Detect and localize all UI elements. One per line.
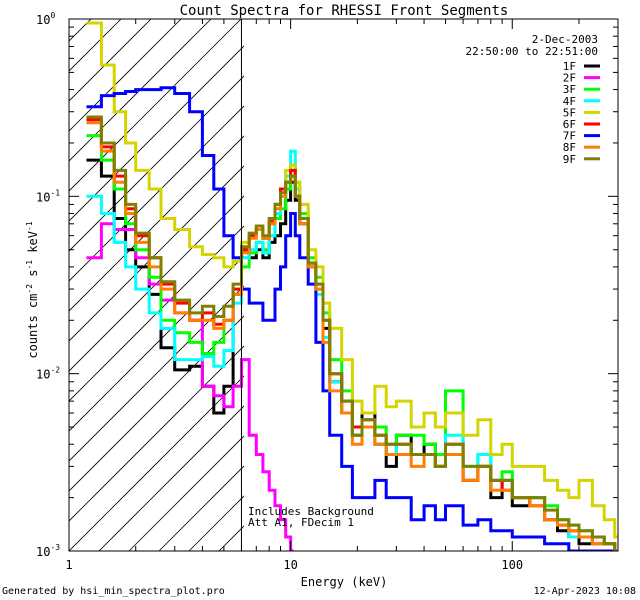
y-tick-label: 10-1 [36,188,60,204]
legend-label-8F: 8F [563,141,576,154]
hatch-line [0,0,99,551]
series-2F-line [86,222,294,551]
hatch-line [98,405,244,551]
legend-date: 2-Dec-2003 [532,33,598,46]
series-layer [86,21,618,551]
chart-title: Count Spectra for RHESSI Front Segments [180,3,509,19]
hatch-line [128,435,244,551]
footer-timestamp: 12-Apr-2023 10:08 [534,586,636,597]
hatch-line [218,525,244,551]
hatch-line [69,19,182,132]
y-label-mid2: keV [26,231,40,260]
y-label-exp3: -1 [25,221,34,231]
y-tick-label: 100 [36,11,55,27]
legend-time-range: 22:50:00 to 22:51:00 [466,45,598,58]
legend-label-6F: 6F [563,118,576,131]
legend-label-5F: 5F [563,106,576,119]
legend-label-7F: 7F [563,130,576,143]
axis-ticks [68,18,619,552]
hatch-line [69,315,244,492]
hatch-line [69,75,244,252]
hatch-line [69,195,244,372]
y-label-exp1: -2 [25,284,34,294]
note-background: Includes Background [248,505,374,518]
hatch-line [279,0,640,551]
legend-label-9F: 9F [563,153,576,166]
series-5F-line [86,21,618,539]
y-axis-label: counts cm-2 s-1 keV-1 [25,221,40,358]
hatch-line [69,165,244,342]
x-tick-label: 100 [501,558,523,572]
y-tick-label: 10-3 [36,543,60,559]
hatch-line [69,19,122,72]
hatch-line [69,45,244,222]
hatch-line [69,19,212,162]
y-tick-label: 10-2 [36,366,60,382]
x-tick-labels: 1 10 100 [65,558,523,572]
x-axis-label: Energy (keV) [301,575,388,589]
hatch-line [0,0,129,551]
hatch-line [69,19,242,192]
y-tick-labels: 100 10-1 10-2 10-3 [36,11,60,559]
hatch-line [69,255,244,432]
hatch-line [69,375,244,551]
footer-generated-by: Generated by hsi_min_spectra_plot.pro [2,586,225,597]
series-9F-line [86,115,618,551]
hatch-line [309,0,640,551]
y-label-base: counts cm [26,294,40,359]
x-tick-label: 1 [65,558,72,572]
hatch-line [69,135,244,312]
legend-label-1F: 1F [563,60,576,73]
legend-label-4F: 4F [563,95,576,108]
x-tick-label: 10 [283,558,297,572]
legend-label-3F: 3F [563,83,576,96]
y-label-exp2: -1 [25,260,34,270]
hatch-line [69,225,244,402]
hatch-line [69,345,244,522]
plot-frame [68,18,619,552]
hatch-line [69,19,152,102]
note-attenuator: Att A1, FDecim 1 [248,516,354,529]
hatch-line [69,105,244,282]
legend-label-2F: 2F [563,72,576,85]
hatch-line [69,285,244,462]
y-label-mid: s [26,270,40,284]
series-7F-line [86,86,618,551]
